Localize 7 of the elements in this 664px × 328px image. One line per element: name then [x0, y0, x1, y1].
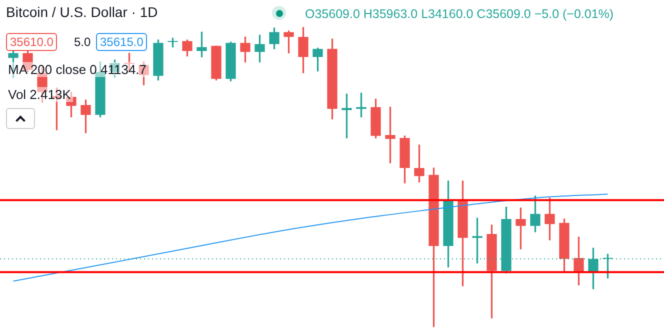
- annotation: 35610.0: [6, 33, 58, 51]
- chart-title: Bitcoin / U.S. Dollar · 1D: [6, 4, 158, 20]
- annotation: 35615.0: [96, 33, 148, 51]
- annotation: 5.0: [72, 35, 93, 49]
- annotation: MA 200 close 0 41134.7: [6, 62, 149, 77]
- text: O35609.0 H35963.0 L34160.0 C35609.0 −5.0 (−0.01%): [305, 7, 614, 21]
- annotation: Vol 2.413K: [6, 87, 73, 102]
